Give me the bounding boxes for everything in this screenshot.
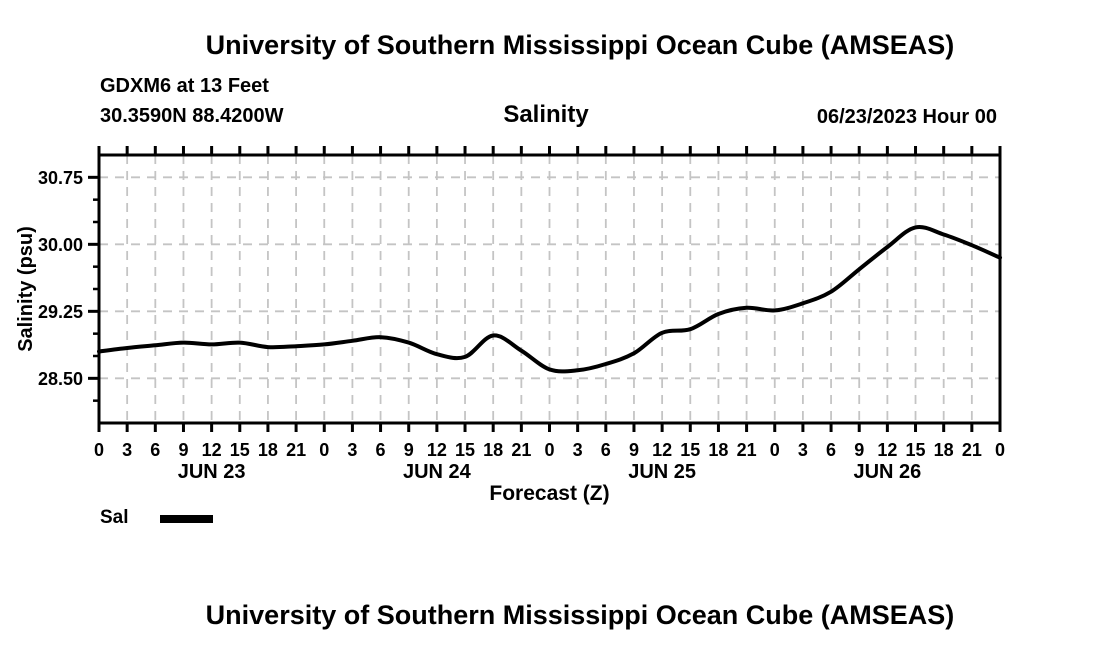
station-id: GDXM6 at 13 Feet (100, 75, 269, 97)
top-title: University of Southern Mississippi Ocean… (205, 30, 955, 60)
svg-text:21: 21 (962, 440, 982, 460)
svg-text:21: 21 (286, 440, 306, 460)
svg-text:6: 6 (826, 440, 836, 460)
svg-text:0: 0 (770, 440, 780, 460)
svg-text:9: 9 (854, 440, 864, 460)
svg-text:9: 9 (178, 440, 188, 460)
svg-text:0: 0 (94, 440, 104, 460)
plot-frame (97, 153, 1002, 425)
svg-text:15: 15 (230, 440, 250, 460)
svg-text:15: 15 (455, 440, 475, 460)
forecast-run-datetime: 06/23/2023 Hour 00 (816, 106, 997, 128)
svg-text:29.25: 29.25 (38, 302, 83, 322)
svg-text:JUN 26: JUN 26 (853, 461, 921, 483)
svg-text:JUN 23: JUN 23 (178, 461, 246, 483)
svg-text:15: 15 (906, 440, 926, 460)
svg-text:3: 3 (798, 440, 808, 460)
svg-text:12: 12 (202, 440, 222, 460)
svg-text:6: 6 (601, 440, 611, 460)
svg-text:0: 0 (544, 440, 554, 460)
y-tick-labels: 28.50 29.25 30.00 30.75 (38, 168, 83, 389)
axis-ticks (88, 146, 1002, 432)
gridlines (99, 155, 1000, 423)
svg-text:Forecast (Z): Forecast (Z) (489, 482, 609, 505)
svg-text:18: 18 (483, 440, 503, 460)
svg-text:30.00: 30.00 (38, 235, 83, 255)
svg-text:9: 9 (404, 440, 414, 460)
svg-text:18: 18 (258, 440, 278, 460)
svg-text:3: 3 (573, 440, 583, 460)
svg-text:12: 12 (877, 440, 897, 460)
svg-text:28.50: 28.50 (38, 369, 83, 389)
svg-text:0: 0 (995, 440, 1005, 460)
svg-text:0: 0 (319, 440, 329, 460)
svg-text:18: 18 (708, 440, 728, 460)
svg-text:21: 21 (737, 440, 757, 460)
svg-text:30.75: 30.75 (38, 168, 83, 188)
legend-line-swatch (160, 515, 213, 523)
svg-text:9: 9 (629, 440, 639, 460)
day-labels: JUN 23 JUN 24 JUN 25 JUN 26 (178, 461, 922, 483)
bottom-title: University of Southern Mississippi Ocean… (205, 600, 955, 630)
svg-text:12: 12 (427, 440, 447, 460)
svg-text:JUN 25: JUN 25 (628, 461, 696, 483)
svg-text:JUN 24: JUN 24 (403, 461, 472, 483)
plot-title: Salinity (503, 101, 589, 128)
axis-titles: Forecast (Z) Salinity (psu) (15, 226, 610, 505)
legend-label: Sal (100, 507, 129, 528)
svg-text:21: 21 (511, 440, 531, 460)
salinity-line (97, 224, 1002, 374)
svg-text:18: 18 (934, 440, 954, 460)
svg-text:6: 6 (150, 440, 160, 460)
svg-text:3: 3 (122, 440, 132, 460)
station-coordinates: 30.3590N 88.4200W (100, 105, 284, 127)
svg-text:12: 12 (652, 440, 672, 460)
svg-text:15: 15 (680, 440, 700, 460)
svg-text:Salinity (psu): Salinity (psu) (15, 226, 37, 352)
svg-text:6: 6 (376, 440, 386, 460)
x-tick-labels: 0 3 6 9 12 15 18 21 0 3 6 9 12 15 18 21 0 3 6 9 12 15 18 21 0 3 6 9… (94, 440, 1005, 460)
svg-text:3: 3 (347, 440, 357, 460)
